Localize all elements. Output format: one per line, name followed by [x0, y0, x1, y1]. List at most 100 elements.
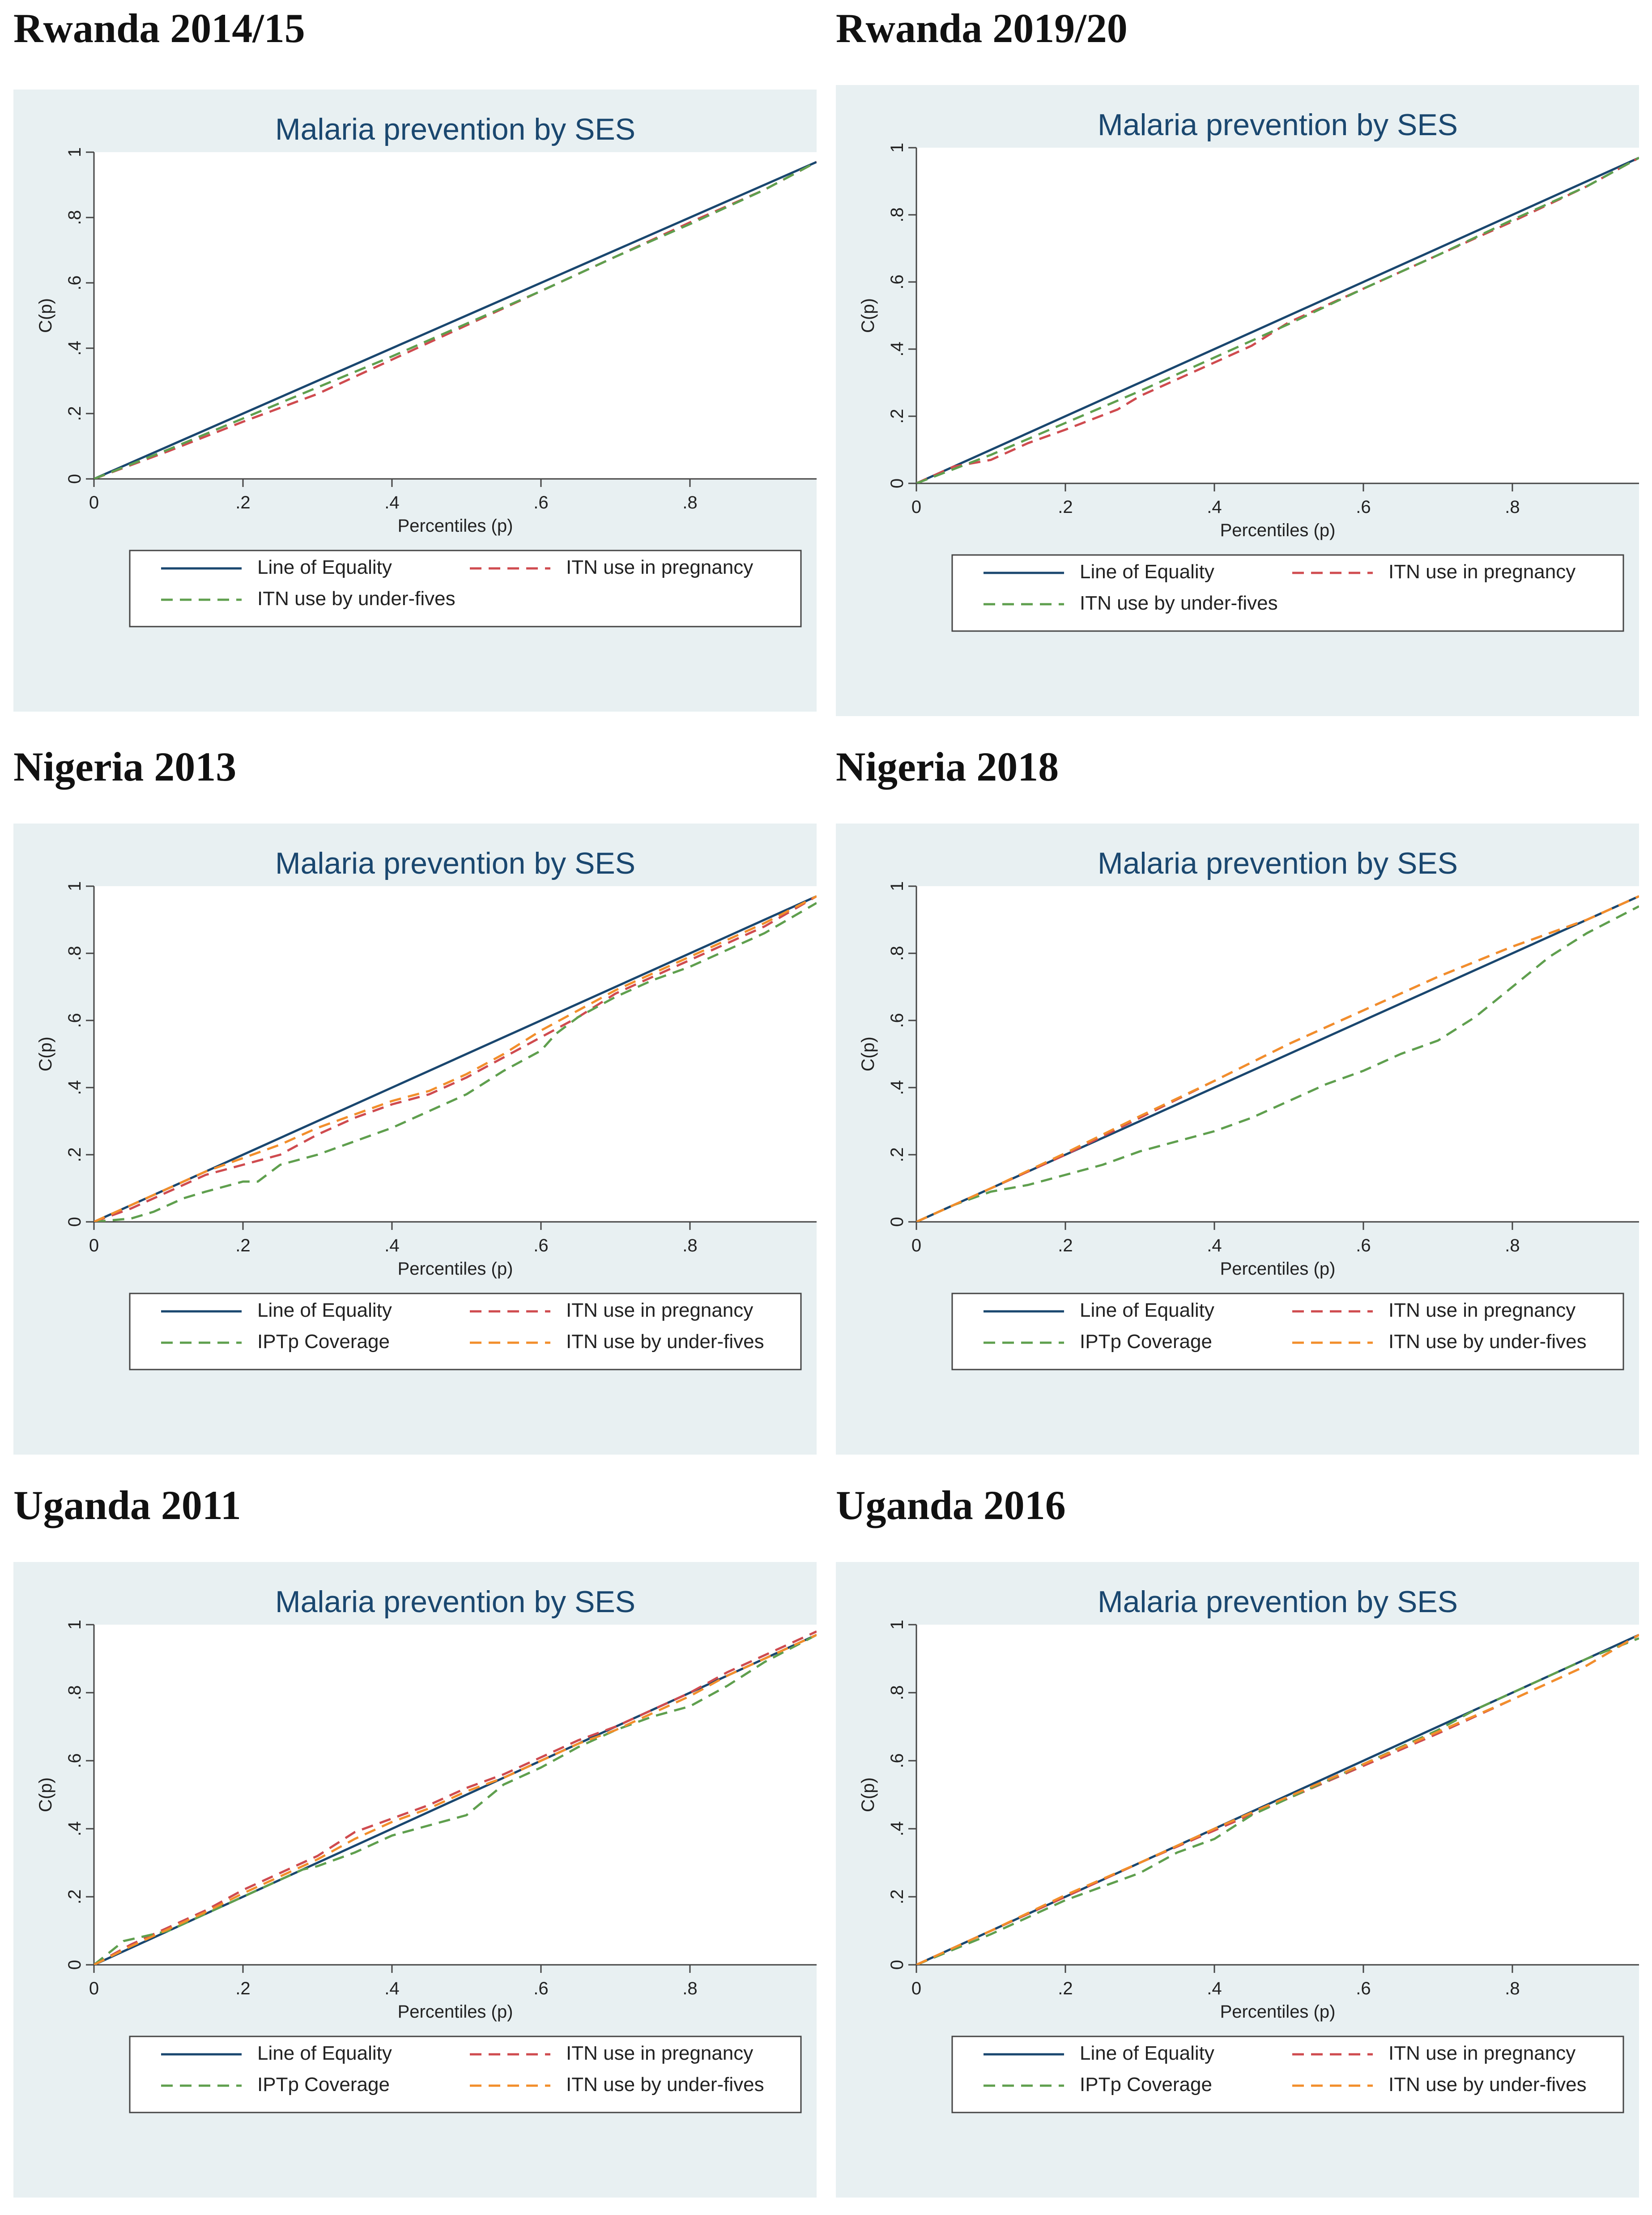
legend-label-line-of-equality: Line of Equality: [257, 2042, 392, 2064]
heading-nigeria-2013: Nigeria 2013: [13, 744, 237, 790]
x-tick-label: .8: [682, 493, 697, 512]
legend-label-line-of-equality: Line of Equality: [257, 556, 392, 578]
chart-title: Malaria prevention by SES: [275, 846, 635, 880]
legend-label-itn-use-by-under-fives: ITN use by under-fives: [566, 1331, 764, 1353]
x-axis-label: Percentiles (p): [398, 1259, 513, 1279]
legend-label-itn-use-in-pregnancy: ITN use in pregnancy: [566, 2042, 753, 2064]
series-line-itn-use-by-under-fives: [94, 1634, 817, 1965]
y-tick-label: 1: [65, 147, 85, 157]
series-line-line-of-equality: [916, 157, 1639, 483]
y-tick-label: .6: [887, 1013, 907, 1028]
x-tick-label: .4: [384, 1236, 399, 1255]
x-tick-label: .8: [682, 1979, 697, 1998]
x-tick-label: .4: [1207, 1979, 1222, 1998]
chart-panel-nigeria-2013: Malaria prevention by SES 0 .2 .4 .6 .8 1 0 .2 .4…: [13, 824, 817, 1455]
x-axis-label: Percentiles (p): [1220, 2002, 1336, 2022]
legend-box: [951, 2036, 1624, 2113]
series-group: [94, 895, 817, 1222]
y-tick-label: .4: [65, 341, 85, 355]
y-tick-label: 1: [65, 881, 85, 891]
series-group: [94, 1630, 817, 1965]
chart-panel-rwanda-2019: Malaria prevention by SES 0 .2 .4 .6 .8 1 0 .2 .4…: [836, 85, 1639, 716]
y-tick-label: .4: [887, 1821, 907, 1836]
y-tick-label: 0: [65, 474, 85, 484]
chart-title: Malaria prevention by SES: [1098, 1585, 1458, 1619]
y-tick-label: .2: [65, 1147, 85, 1162]
legend-label-line-of-equality: Line of Equality: [257, 1299, 392, 1321]
series-group: [916, 1634, 1639, 1965]
heading-rwanda-2019: Rwanda 2019/20: [836, 5, 1128, 51]
y-tick-label: 0: [887, 1217, 907, 1227]
x-tick-label: .6: [1356, 1236, 1371, 1255]
chart-svg: Malaria prevention by SES 0 .2 .4 .6 .8 1 0 .2 .4…: [13, 1562, 817, 2198]
y-tick-label: .4: [65, 1821, 85, 1836]
series-line-itn-use-by-under-fives: [916, 157, 1639, 483]
y-tick-label: .4: [887, 1080, 907, 1095]
chart-panel-uganda-2011: Malaria prevention by SES 0 .2 .4 .6 .8 1 0 .2 .4…: [13, 1562, 817, 2198]
heading-nigeria-2018: Nigeria 2018: [836, 744, 1059, 790]
legend-box: [951, 554, 1624, 632]
x-axis-label: Percentiles (p): [398, 2002, 513, 2022]
series-group: [94, 161, 817, 479]
legend-label-itn-use-in-pregnancy: ITN use in pregnancy: [566, 556, 753, 578]
y-tick-label: .6: [65, 275, 85, 290]
series-line-itn-use-in-pregnancy: [94, 161, 817, 479]
chart-panel-uganda-2016: Malaria prevention by SES 0 .2 .4 .6 .8 1 0 .2 .4…: [836, 1562, 1639, 2198]
legend-label-itn-use-by-under-fives: ITN use by under-fives: [1388, 2074, 1587, 2096]
x-axis-label: Percentiles (p): [1220, 1259, 1336, 1279]
y-axis-label: C(p): [36, 298, 55, 333]
x-axis-label: Percentiles (p): [398, 516, 513, 536]
legend-label-itn-use-by-under-fives: ITN use by under-fives: [1388, 1331, 1587, 1353]
legend-label-itn-use-in-pregnancy: ITN use in pregnancy: [1388, 1299, 1575, 1321]
x-tick-label: .2: [1058, 1236, 1073, 1255]
y-tick-label: .6: [887, 1753, 907, 1768]
legend-label-line-of-equality: Line of Equality: [1080, 2042, 1214, 2064]
y-tick-label: .8: [887, 207, 907, 222]
x-tick-label: .8: [1505, 1979, 1520, 1998]
legend-label-itn-use-by-under-fives: ITN use by under-fives: [257, 588, 456, 610]
y-tick-label: .2: [65, 1889, 85, 1904]
heading-rwanda-2014: Rwanda 2014/15: [13, 5, 305, 51]
legend-label-iptp-coverage: IPTp Coverage: [1080, 2074, 1212, 2096]
legend-label-line-of-equality: Line of Equality: [1080, 561, 1214, 583]
y-tick-label: 1: [65, 1620, 85, 1630]
y-tick-label: 1: [887, 143, 907, 153]
x-tick-label: .4: [1207, 497, 1222, 517]
legend-label-itn-use-by-under-fives: ITN use by under-fives: [566, 2074, 764, 2096]
series-line-itn-use-by-under-fives: [94, 895, 817, 1222]
y-tick-label: .8: [887, 946, 907, 960]
y-axis-label: C(p): [36, 1777, 55, 1812]
chart-svg: Malaria prevention by SES 0 .2 .4 .6 .8 1 0 .2 .4…: [836, 824, 1639, 1455]
y-tick-label: .6: [887, 274, 907, 289]
x-tick-label: .6: [533, 1236, 548, 1255]
x-axis-label: Percentiles (p): [1220, 521, 1336, 540]
x-tick-label: .6: [533, 493, 548, 512]
heading-uganda-2016: Uganda 2016: [836, 1482, 1066, 1528]
y-tick-label: .2: [887, 1147, 907, 1162]
x-tick-label: .8: [682, 1236, 697, 1255]
x-tick-label: 0: [911, 497, 921, 517]
x-tick-label: 0: [89, 493, 99, 512]
x-tick-label: 0: [911, 1979, 921, 1998]
y-axis-label: C(p): [36, 1037, 55, 1071]
y-tick-label: .8: [65, 1685, 85, 1700]
y-tick-label: .8: [65, 210, 85, 225]
x-tick-label: 0: [89, 1979, 99, 1998]
y-tick-label: .8: [887, 1685, 907, 1700]
y-tick-label: .6: [65, 1753, 85, 1768]
y-tick-label: 1: [887, 881, 907, 891]
y-tick-label: .4: [65, 1080, 85, 1095]
x-tick-label: .8: [1505, 1236, 1520, 1255]
chart-panel-nigeria-2018: Malaria prevention by SES 0 .2 .4 .6 .8 1 0 .2 .4…: [836, 824, 1639, 1455]
chart-svg: Malaria prevention by SES 0 .2 .4 .6 .8 1 0 .2 .4…: [13, 824, 817, 1455]
legend-label-iptp-coverage: IPTp Coverage: [257, 2074, 390, 2096]
series-group: [916, 895, 1639, 1222]
x-tick-label: .2: [235, 1979, 250, 1998]
chart-svg: Malaria prevention by SES 0 .2 .4 .6 .8 1 0 .2 .4…: [836, 1562, 1639, 2198]
y-tick-label: 0: [887, 1960, 907, 1970]
legend-label-itn-use-in-pregnancy: ITN use in pregnancy: [1388, 561, 1575, 583]
legend-box: [951, 1293, 1624, 1370]
legend-label-itn-use-by-under-fives: ITN use by under-fives: [1080, 592, 1278, 614]
y-tick-label: 0: [65, 1960, 85, 1970]
series-group: [916, 157, 1639, 483]
